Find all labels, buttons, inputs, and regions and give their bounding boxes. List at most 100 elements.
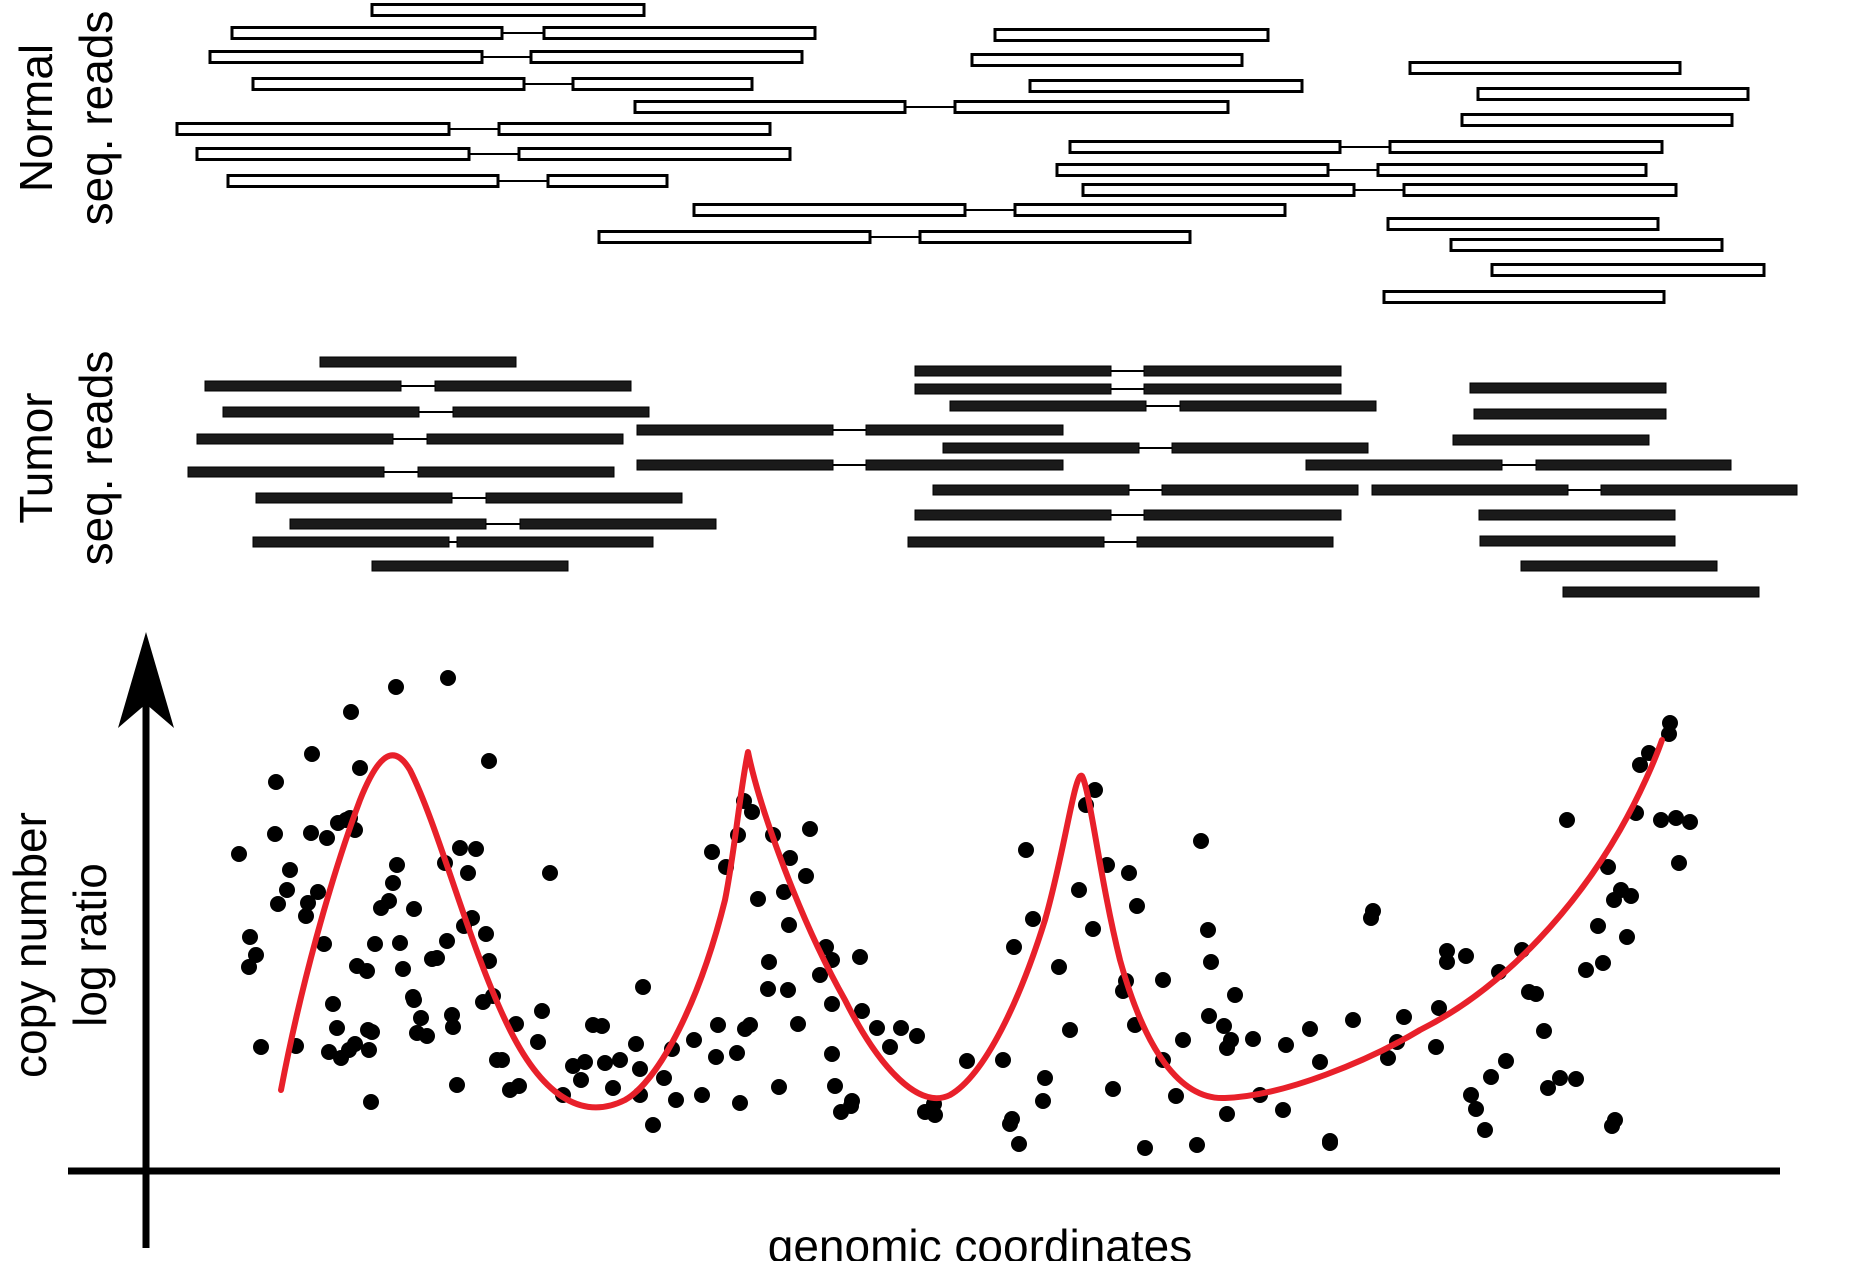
data-point [1216, 1018, 1232, 1034]
data-point [744, 804, 760, 820]
data-point [325, 996, 341, 1012]
data-point [1155, 972, 1171, 988]
tumor-read [519, 518, 717, 530]
data-point [359, 963, 375, 979]
normal-read [1081, 183, 1356, 197]
data-point [300, 895, 316, 911]
data-point [1483, 1069, 1499, 1085]
normal-read [970, 53, 1244, 67]
data-point [298, 908, 314, 924]
data-point [844, 1093, 860, 1109]
tumor-read [1562, 586, 1760, 598]
data-point [1477, 1122, 1493, 1138]
data-point [605, 1080, 621, 1096]
data-point [1051, 959, 1067, 975]
data-point [824, 996, 840, 1012]
data-point [279, 882, 295, 898]
data-point [542, 865, 558, 881]
data-point [656, 1070, 672, 1086]
tumor-read [865, 424, 1064, 436]
data-point [310, 884, 326, 900]
data-point [824, 1046, 840, 1062]
normal-read [1388, 140, 1664, 154]
normal-read [226, 174, 500, 188]
data-point [1345, 1012, 1361, 1028]
data-point [1025, 911, 1041, 927]
data-point [449, 1077, 465, 1093]
data-point [812, 967, 828, 983]
normal-panel-label: Normal seq. reads [10, 11, 122, 226]
data-point [632, 1061, 648, 1077]
normal-read [1449, 238, 1724, 252]
data-point [612, 1052, 628, 1068]
data-point [708, 1049, 724, 1065]
data-point [367, 936, 383, 952]
data-point [790, 1016, 806, 1032]
data-point [869, 1020, 885, 1036]
tumor-read [865, 459, 1064, 471]
data-point [439, 933, 455, 949]
data-point [1219, 1106, 1235, 1122]
tumor-read [907, 536, 1105, 548]
y-axis-arrowhead [118, 632, 174, 728]
normal-read [1402, 183, 1678, 197]
data-point [1439, 954, 1455, 970]
normal-read [633, 100, 907, 114]
tumor-panel-label: Tumor seq. reads [10, 351, 122, 566]
data-point [511, 1078, 527, 1094]
y-axis-label: copy number log ratio [4, 812, 116, 1078]
data-point [1322, 1135, 1338, 1151]
data-point [1463, 1087, 1479, 1103]
data-point [1428, 1039, 1444, 1055]
data-point [1468, 1101, 1484, 1117]
data-point [1458, 948, 1474, 964]
data-point [771, 1079, 787, 1095]
data-point [406, 901, 422, 917]
data-point [304, 746, 320, 762]
plot-axes [68, 632, 1780, 1248]
normal-label-line1: Normal [10, 44, 62, 192]
tumor-read [914, 365, 1112, 377]
normal-read [542, 26, 817, 40]
normal-read [1490, 263, 1766, 277]
tumor-read [636, 459, 834, 471]
data-point [481, 753, 497, 769]
tumor-read [434, 380, 632, 392]
data-point [852, 949, 868, 965]
data-point [1431, 1000, 1447, 1016]
data-point [347, 1036, 363, 1052]
data-point [781, 917, 797, 933]
data-point [253, 1039, 269, 1055]
tumor-read [1171, 442, 1369, 454]
data-point [231, 846, 247, 862]
data-point [1671, 855, 1687, 871]
tumor-read [426, 433, 624, 445]
data-point [565, 1058, 581, 1074]
data-point [534, 1003, 550, 1019]
tumor-read [252, 536, 450, 548]
tumor-read [932, 484, 1130, 496]
data-point [1245, 1031, 1261, 1047]
data-point [1312, 1054, 1328, 1070]
data-point [645, 1117, 661, 1133]
data-point [270, 896, 286, 912]
tumor-read [222, 406, 420, 418]
data-point [1380, 1050, 1396, 1066]
tumor-read [485, 492, 683, 504]
normal-read [1028, 79, 1304, 93]
data-point [1037, 1070, 1053, 1086]
data-point [1439, 943, 1455, 959]
data-point [927, 1107, 943, 1123]
data-point [381, 893, 397, 909]
tumor-label-line1: Tumor [10, 392, 62, 523]
normal-read [1013, 203, 1287, 217]
tumor-read [1469, 382, 1667, 394]
normal-read [1460, 113, 1734, 127]
data-point [303, 825, 319, 841]
data-point [452, 840, 468, 856]
data-point [694, 1087, 710, 1103]
data-point [732, 1095, 748, 1111]
data-point [1062, 1022, 1078, 1038]
data-point [893, 1020, 909, 1036]
tumor-read [914, 509, 1112, 521]
